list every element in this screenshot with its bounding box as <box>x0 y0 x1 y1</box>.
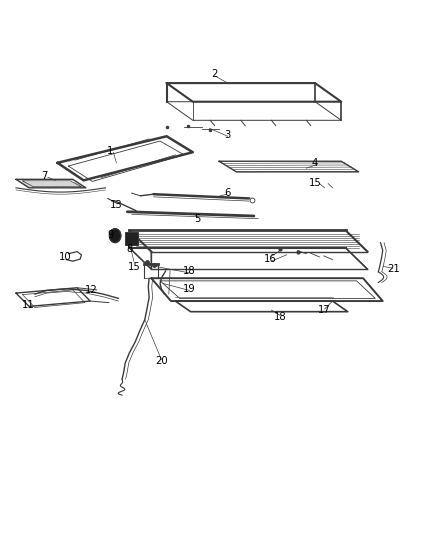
Text: 17: 17 <box>318 305 331 315</box>
Text: 11: 11 <box>21 300 34 310</box>
Text: 15: 15 <box>127 262 140 271</box>
Text: 10: 10 <box>59 252 72 262</box>
Text: 5: 5 <box>194 214 200 224</box>
Text: 8: 8 <box>127 244 133 254</box>
Text: 9: 9 <box>108 230 114 240</box>
Text: 3: 3 <box>225 130 231 140</box>
Text: 20: 20 <box>155 356 168 366</box>
Bar <box>125 232 138 245</box>
Text: 13: 13 <box>110 200 123 210</box>
Text: 18: 18 <box>274 312 286 322</box>
Text: 4: 4 <box>312 158 318 168</box>
Text: 12: 12 <box>85 286 98 295</box>
Text: 1: 1 <box>107 146 113 156</box>
Text: 21: 21 <box>387 264 400 274</box>
Text: 6: 6 <box>225 188 231 198</box>
Text: 18: 18 <box>183 266 196 276</box>
Text: 7: 7 <box>41 171 48 181</box>
Text: 19: 19 <box>183 284 196 294</box>
Text: 2: 2 <box>212 69 218 79</box>
Text: 15: 15 <box>309 177 321 188</box>
Circle shape <box>110 229 121 243</box>
Text: 16: 16 <box>264 254 277 263</box>
